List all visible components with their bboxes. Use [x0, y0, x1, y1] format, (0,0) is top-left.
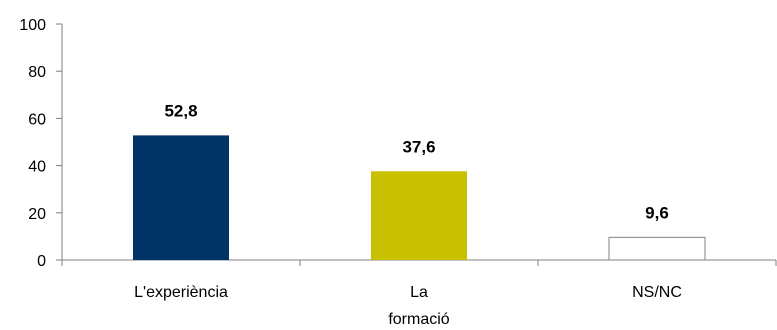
bar — [608, 236, 706, 261]
y-tick-label: 100 — [19, 17, 46, 34]
bar — [133, 135, 229, 260]
bar — [371, 171, 467, 260]
y-tick-label: 40 — [28, 159, 46, 176]
category-label: L'experiència — [134, 284, 228, 301]
data-label: 52,8 — [164, 101, 197, 120]
data-label: 37,6 — [402, 137, 435, 156]
bars — [133, 135, 706, 261]
y-tick-label: 0 — [37, 253, 46, 270]
category-label: NS/NC — [632, 284, 682, 301]
category-label: formació — [388, 311, 449, 328]
y-tick-label: 80 — [28, 64, 46, 81]
labels: 52,8 L'experiència 37,6 La formació 9,6 NS/NC — [134, 101, 682, 328]
category-label: La — [410, 284, 428, 301]
y-tick-label: 60 — [28, 111, 46, 128]
y-tick-label: 20 — [28, 206, 46, 223]
data-label: 9,6 — [645, 203, 669, 222]
